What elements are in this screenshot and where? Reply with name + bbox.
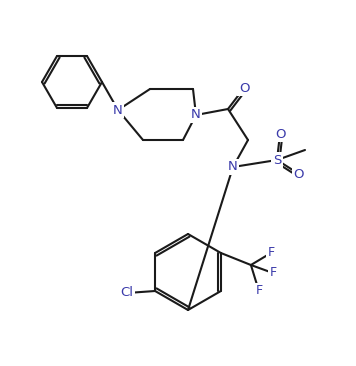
Text: F: F [255, 284, 262, 298]
Text: S: S [273, 153, 281, 167]
Text: N: N [113, 104, 123, 116]
Text: O: O [275, 127, 285, 141]
Text: F: F [267, 246, 274, 259]
Text: Cl: Cl [121, 287, 134, 299]
Text: O: O [294, 168, 304, 180]
Text: N: N [191, 108, 201, 122]
Text: O: O [239, 82, 249, 94]
Text: F: F [269, 266, 277, 280]
Text: N: N [228, 161, 238, 173]
